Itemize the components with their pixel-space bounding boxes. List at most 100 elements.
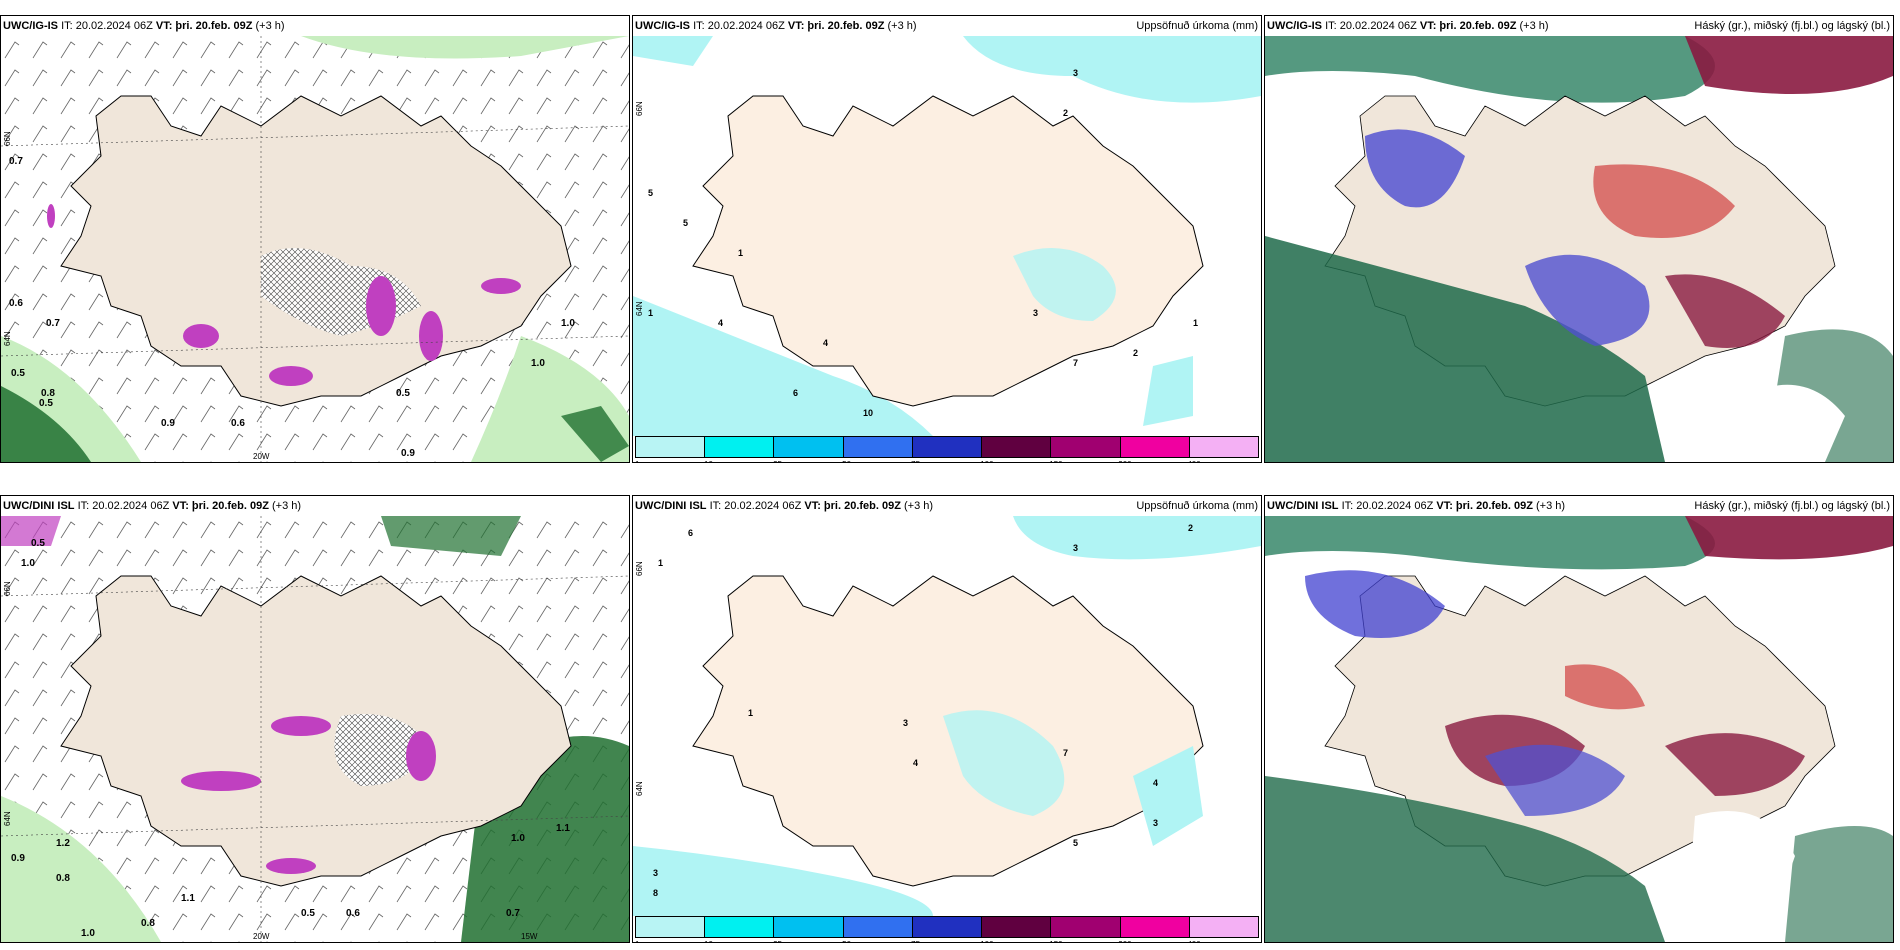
panel-header: UWC/DINI ISL IT: 20.02.2024 06Z VT: þri.… — [1267, 500, 1566, 512]
svg-text:8: 8 — [653, 888, 658, 898]
svg-text:3: 3 — [903, 718, 908, 728]
map-clouds — [1265, 36, 1893, 462]
colorbar-segment — [705, 437, 775, 457]
svg-text:1.1: 1.1 — [556, 823, 570, 834]
panel-header: UWC/IG-IS IT: 20.02.2024 06Z VT: þri. 20… — [3, 20, 285, 32]
svg-text:0.7: 0.7 — [46, 318, 60, 329]
svg-text:5: 5 — [648, 188, 653, 198]
lat-label: 64N — [635, 301, 644, 316]
colorbar-segment — [1120, 917, 1190, 937]
colorbar-segment — [705, 917, 775, 937]
map-wind-precip: 0.5 1.0 1.2 0.9 0.8 1.0 0.8 1.1 0.5 0.6 … — [1, 516, 629, 942]
svg-text:1: 1 — [648, 308, 653, 318]
svg-text:6: 6 — [793, 388, 798, 398]
panel-header: UWC/IG-IS IT: 20.02.2024 06Z VT: þri. 20… — [635, 20, 917, 32]
colorbar-segment — [636, 437, 706, 457]
lat-label: 64N — [3, 331, 12, 346]
panel-wind-precip-dini: UWC/DINI ISL IT: 20.02.2024 06Z VT: þri.… — [0, 495, 630, 943]
svg-text:7: 7 — [1063, 748, 1068, 758]
panel-header: UWC/DINI ISL IT: 20.02.2024 06Z VT: þri.… — [635, 500, 934, 512]
svg-text:1.0: 1.0 — [511, 833, 525, 844]
svg-text:4: 4 — [1153, 778, 1158, 788]
svg-text:1: 1 — [1193, 318, 1198, 328]
lon-label: 20W — [253, 932, 270, 941]
svg-text:4: 4 — [913, 758, 918, 768]
colorbar-segment — [1120, 437, 1190, 457]
precip-colorbar — [635, 436, 1259, 458]
lat-label: 64N — [3, 811, 12, 826]
svg-text:5: 5 — [1073, 838, 1078, 848]
colorbar-segment — [1189, 917, 1258, 937]
colorbar-segment — [1189, 437, 1258, 457]
svg-text:3: 3 — [1073, 543, 1078, 553]
colorbar-segment — [982, 917, 1052, 937]
colorbar-segment — [1051, 917, 1121, 937]
colorbar-labels: 1 10 25 50 75 100 150 200 400 — [635, 460, 1257, 462]
svg-text:0.5: 0.5 — [11, 368, 25, 379]
precip-label: 0.7 — [9, 156, 23, 167]
svg-text:0.6: 0.6 — [9, 298, 23, 309]
svg-text:3: 3 — [1033, 308, 1038, 318]
colorbar-segment — [912, 437, 983, 457]
precip-colorbar — [635, 916, 1259, 938]
panel-header: UWC/DINI ISL IT: 20.02.2024 06Z VT: þri.… — [3, 500, 302, 512]
svg-text:1.0: 1.0 — [81, 928, 95, 939]
lat-label: 66N — [635, 101, 644, 116]
svg-text:0.5: 0.5 — [31, 538, 45, 549]
svg-text:0.9: 0.9 — [11, 853, 25, 864]
svg-text:2: 2 — [1133, 348, 1138, 358]
lat-label: 66N — [3, 131, 12, 146]
svg-text:4: 4 — [823, 338, 828, 348]
colorbar-segment — [843, 917, 913, 937]
svg-text:3: 3 — [1153, 818, 1158, 828]
colorbar-segment — [982, 437, 1052, 457]
lat-label: 64N — [635, 781, 644, 796]
svg-text:0.6: 0.6 — [231, 418, 245, 429]
colorbar-segment — [1051, 437, 1121, 457]
svg-text:0.9: 0.9 — [161, 418, 175, 429]
svg-text:4: 4 — [718, 318, 723, 328]
svg-text:0.9: 0.9 — [401, 448, 415, 459]
colorbar-segment — [843, 437, 913, 457]
panel-accum-precip-igis: UWC/IG-IS IT: 20.02.2024 06Z VT: þri. 20… — [632, 15, 1262, 463]
svg-text:0.8: 0.8 — [141, 918, 155, 929]
map-accum-precip: 3 2 5 5 1 1 4 4 6 10 7 2 3 1 — [633, 36, 1261, 462]
panel-clouds-dini: UWC/DINI ISL IT: 20.02.2024 06Z VT: þri.… — [1264, 495, 1894, 943]
svg-text:1.0: 1.0 — [561, 318, 575, 329]
svg-text:7: 7 — [1073, 358, 1078, 368]
svg-text:1.0: 1.0 — [531, 358, 545, 369]
svg-text:1.0: 1.0 — [21, 558, 35, 569]
colorbar-segment — [912, 917, 983, 937]
colorbar-segment — [774, 917, 844, 937]
map-clouds — [1265, 516, 1893, 942]
svg-text:2: 2 — [1063, 108, 1068, 118]
colorbar-segment — [636, 917, 706, 937]
lon-label: 15W — [521, 932, 538, 941]
svg-text:6: 6 — [688, 528, 693, 538]
svg-text:0.7: 0.7 — [506, 908, 520, 919]
svg-text:5: 5 — [683, 218, 688, 228]
svg-text:1: 1 — [748, 708, 753, 718]
lat-label: 66N — [3, 581, 12, 596]
svg-text:3: 3 — [653, 868, 658, 878]
map-accum-precip: 6 1 3 2 1 3 4 7 4 3 5 8 3 — [633, 516, 1261, 942]
panel-title: Uppsöfnuð úrkoma (mm) — [1136, 20, 1258, 32]
panel-title: Háský (gr.), miðský (fj.bl.) og lágský (… — [1694, 20, 1890, 32]
panel-title: Uppsöfnuð úrkoma (mm) — [1136, 500, 1258, 512]
panel-wind-precip-igis: UWC/IG-IS IT: 20.02.2024 06Z VT: þri. 20… — [0, 15, 630, 463]
svg-text:1: 1 — [658, 558, 663, 568]
svg-text:1: 1 — [738, 248, 743, 258]
svg-text:0.5: 0.5 — [396, 388, 410, 399]
lon-label: 20W — [253, 452, 270, 461]
svg-text:3: 3 — [1073, 68, 1078, 78]
svg-text:0.8: 0.8 — [41, 388, 55, 399]
svg-text:0.5: 0.5 — [39, 398, 53, 409]
panel-clouds-igis: UWC/IG-IS IT: 20.02.2024 06Z VT: þri. 20… — [1264, 15, 1894, 463]
colorbar-labels: 1 10 25 50 75 100 150 200 400 — [635, 940, 1257, 942]
panel-header: UWC/IG-IS IT: 20.02.2024 06Z VT: þri. 20… — [1267, 20, 1549, 32]
lat-label: 66N — [635, 561, 644, 576]
panel-title: Háský (gr.), miðský (fj.bl.) og lágský (… — [1694, 500, 1890, 512]
svg-text:2: 2 — [1188, 523, 1193, 533]
svg-text:0.8: 0.8 — [56, 873, 70, 884]
svg-text:1.1: 1.1 — [181, 893, 195, 904]
